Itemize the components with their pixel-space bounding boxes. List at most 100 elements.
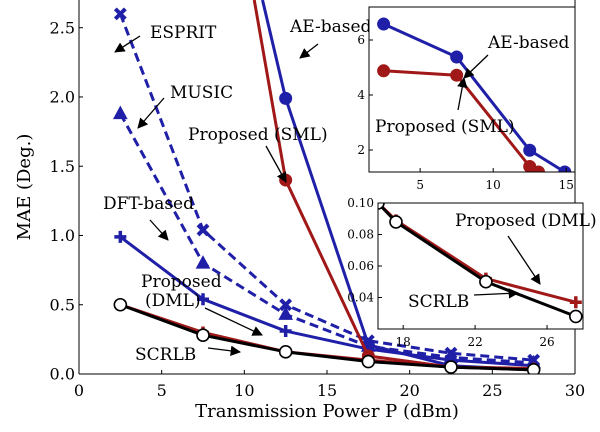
- main-xtick-label: 0: [74, 381, 84, 400]
- inset-top-ytick-label: 6: [357, 33, 365, 47]
- inset-top-point-ae-based: [450, 50, 464, 64]
- inset-bottom-xtick-label: 26: [539, 335, 554, 349]
- main-point-esprit: [279, 298, 293, 312]
- inset-top-point-proposed-sml: [377, 64, 391, 78]
- inset-top-point-ae-based: [558, 165, 572, 172]
- inset-annotation-scrlb: SCRLB: [408, 292, 469, 312]
- main-xtick-label: 15: [317, 381, 337, 400]
- inset-top-point-proposed-sml: [450, 68, 464, 82]
- inset-top-ticks: 5 10 15 2 4 6: [357, 33, 574, 192]
- arrow-ae-based: [299, 43, 319, 59]
- main-line-music: [119, 112, 534, 365]
- main-point-esprit: [113, 7, 127, 21]
- main-ytick-label: 0.0: [50, 365, 75, 384]
- arrow-proposed-sml: [265, 145, 287, 183]
- main-ytick-label: 0.5: [50, 295, 75, 314]
- inset-top-series-layer: [377, 17, 572, 172]
- main-point-scrlb: [444, 360, 458, 374]
- inset-bottom-point-scrlb: [389, 215, 403, 229]
- main-point-dft-based: [197, 293, 209, 306]
- inset-bottom-ytick-label: 0.06: [347, 259, 374, 273]
- inset-top-xtick-label: 5: [416, 178, 424, 192]
- inset-top-point-proposed-sml: [531, 165, 545, 172]
- inset-top-ytick-label: 2: [357, 143, 365, 157]
- inset-arrow-scrlb: [473, 288, 520, 299]
- inset-top-series-proposed-sml: [377, 64, 545, 172]
- inset-bottom-series-layer: [378, 203, 583, 324]
- inset-arrow-proposed-dml: [507, 235, 541, 285]
- inset-top: 5 10 15 2 4 6 AE-based Proposed (SML): [357, 6, 576, 192]
- annotation-esprit: ESPRIT: [150, 23, 217, 43]
- arrow-music: [137, 97, 165, 129]
- main-point-music: [278, 306, 294, 320]
- arrow-dft-based: [149, 219, 169, 241]
- inset-top-xtick-label: 15: [559, 178, 574, 192]
- main-ticks: 0 5 10 15 20 25 300.00.51.01.52.02.5: [50, 18, 586, 400]
- main-ytick-label: 1.0: [50, 226, 75, 245]
- main-series-layer: [112, 0, 542, 374]
- inset-bottom-xtick-label: 18: [396, 335, 411, 349]
- annotation-scrlb: SCRLB: [135, 345, 196, 365]
- inset-annotation-ae-based: AE-based: [487, 33, 570, 53]
- main-line-proposed-sml-upper: [252, 0, 288, 181]
- inset-top-point-ae-based: [377, 17, 391, 31]
- inset-top-point-ae-based: [523, 143, 537, 157]
- inset-bottom-ytick-label: 0.10: [347, 196, 374, 210]
- main-plot: 0 5 10 15 20 25 300.00.51.01.52.02.5 Transmiss…: [14, 0, 585, 422]
- main-point-scrlb: [113, 297, 128, 312]
- inset-bottom-ytick-label: 0.08: [347, 228, 374, 242]
- inset-annotation-proposed-sml: Proposed (SML): [375, 117, 515, 137]
- main-point-music: [195, 255, 211, 269]
- main-line-ae-based-upper: [261, 0, 288, 99]
- arrow-esprit: [114, 35, 141, 53]
- x-axis-label: Transmission Power P (dBm): [195, 401, 459, 422]
- arrow-dml: [204, 307, 263, 336]
- inset-bottom-point-scrlb: [479, 274, 493, 289]
- main-ytick-label: 2.0: [50, 88, 75, 107]
- main-point-scrlb: [526, 363, 541, 374]
- inset-arrow-ae-based: [463, 54, 489, 79]
- inset-bottom-xtick-label: 22: [467, 335, 482, 349]
- annotation-dml: (DML): [145, 291, 201, 311]
- main-xtick-label: 25: [482, 381, 502, 400]
- main-point-dft-based: [114, 230, 127, 243]
- inset-bottom-line-scrlb: [378, 203, 577, 318]
- inset-bottom-point-scrlb: [378, 203, 385, 210]
- annotation-music: MUSIC: [170, 83, 233, 103]
- inset-top-line-ae-based: [382, 22, 566, 172]
- inset-bottom-ticks: 18 22 26 0.04 0.06 0.08 0.10: [347, 196, 554, 349]
- main-point-scrlb: [278, 345, 293, 359]
- inset-arrow-proposed-sml: [457, 76, 468, 111]
- main-xtick-label: 10: [234, 381, 254, 400]
- inset-top-frame: [368, 6, 576, 173]
- annotation-proposed-sml: Proposed (SML): [188, 125, 328, 145]
- main-point-scrlb: [361, 354, 376, 369]
- annotation-proposed: Proposed: [141, 272, 222, 292]
- main-ytick-label: 2.5: [50, 18, 75, 37]
- inset-bottom-series-scrlb: [378, 203, 583, 324]
- main-point-music: [112, 105, 128, 120]
- main-ytick-label: 1.5: [50, 157, 75, 176]
- main-point-scrlb: [196, 328, 210, 343]
- main-line-dft-based: [119, 235, 534, 368]
- inset-top-ytick-label: 4: [357, 88, 365, 102]
- main-xtick-label: 5: [157, 381, 167, 400]
- y-axis-label: MAE (Deg.): [14, 134, 35, 241]
- annotation-dft-based: DFT-based: [103, 194, 194, 214]
- arrow-scrlb: [207, 345, 242, 356]
- main-line-scrlb: [119, 303, 534, 372]
- main-series-scrlb: [113, 297, 541, 374]
- inset-bottom-point-proposed-dml: [569, 296, 582, 309]
- inset-bottom-ytick-label: 0.04: [347, 291, 374, 305]
- inset-top-series-ae-based: [377, 17, 572, 172]
- inset-top-xtick-label: 10: [486, 178, 501, 192]
- inset-annotation-proposed-dml: Proposed (DML): [455, 211, 597, 231]
- inset-bottom-point-scrlb: [569, 309, 583, 324]
- annotation-ae-based: AE-based: [289, 17, 372, 37]
- main-xtick-label: 20: [399, 381, 419, 400]
- main-point-esprit: [196, 223, 210, 237]
- inset-bottom: 18 22 26 0.04 0.06 0.08 0.10 Proposed (DML) SC…: [347, 196, 596, 349]
- main-point-dft-based: [279, 325, 292, 338]
- main-xtick-label: 30: [565, 381, 585, 400]
